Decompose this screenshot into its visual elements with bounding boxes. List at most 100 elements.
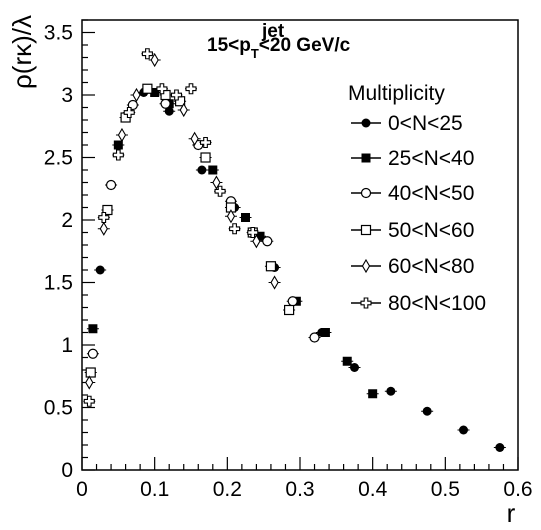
y-tick-label: 0.5: [44, 397, 73, 420]
data-point: [132, 87, 141, 103]
data-point: [252, 234, 261, 249]
data-point: [105, 179, 117, 191]
data-point: [87, 348, 99, 359]
legend-marker: [361, 153, 371, 163]
series-60-N-80: [83, 52, 281, 390]
data-point: [214, 185, 226, 197]
data-point: [199, 136, 212, 149]
x-tick-labels: 0 0.1 0.2 0.3 0.4 0.5 0.6: [76, 478, 532, 501]
legend-entry: 0<N<25: [351, 112, 463, 135]
data-point: [350, 363, 359, 372]
legend-label: 0<N<25: [388, 112, 463, 135]
data-point: [226, 209, 236, 224]
data-series: [83, 48, 506, 452]
data-point: [102, 204, 113, 216]
legend-marker: [360, 224, 372, 236]
legend-entry: 50<N<60: [351, 219, 474, 242]
data-point: [98, 211, 110, 224]
y-tick-label: 2.5: [44, 147, 73, 170]
data-point: [229, 223, 241, 235]
series-80-N-100: [83, 48, 259, 407]
data-point: [208, 165, 218, 175]
y-tick-label: 0: [61, 459, 73, 482]
data-point: [459, 425, 468, 435]
data-point: [241, 213, 250, 222]
data-point: [112, 149, 124, 161]
series-50-N-60: [84, 83, 296, 378]
y-tick-label: 2: [61, 209, 73, 232]
data-point: [284, 304, 295, 316]
legend: 0<N<25 25<N<40 40<N<50 50<N<60 60<N<80 80<N<1…: [351, 112, 486, 315]
data-point: [495, 443, 505, 452]
data-point: [197, 165, 207, 175]
title-suffix: <20 GeV/c: [259, 35, 351, 56]
data-point: [270, 275, 279, 290]
title-prefix: 15<p: [207, 35, 251, 56]
y-tick-labels: 0 0.5 1 1.5 2 2.5 3 3.5: [44, 22, 73, 483]
data-point: [150, 88, 160, 97]
legend-marker: [360, 187, 372, 199]
data-point: [368, 389, 378, 399]
data-point: [265, 261, 277, 272]
data-point: [99, 221, 108, 236]
legend-marker: [361, 258, 371, 274]
data-point: [85, 375, 94, 390]
x-tick-label: 0.2: [213, 478, 242, 501]
legend-label: 60<N<80: [388, 255, 474, 278]
data-point: [247, 226, 259, 239]
legend-entry: 60<N<80: [351, 255, 474, 278]
data-point: [160, 98, 171, 109]
data-point: [141, 48, 153, 60]
data-point: [342, 356, 352, 366]
legend-label: 50<N<60: [388, 219, 474, 242]
data-point: [123, 106, 135, 119]
data-point: [113, 140, 123, 150]
data-point: [95, 265, 105, 275]
data-point: [262, 236, 273, 247]
data-point: [190, 131, 199, 146]
x-tick-label: 0.1: [140, 478, 169, 501]
x-axis-title: r: [507, 498, 516, 528]
x-tick-label: 0.3: [285, 478, 314, 501]
data-point: [164, 106, 174, 116]
data-point: [212, 175, 221, 190]
x-tick-label: 0.6: [503, 478, 532, 501]
x-tick-label: 0.4: [358, 478, 388, 501]
data-point: [85, 367, 96, 378]
legend-label: 80<N<100: [388, 292, 486, 315]
title-superscript: jet: [261, 21, 285, 42]
y-axis-title: ρ(rκ)/λ: [7, 15, 37, 89]
y-tick-label: 1: [61, 334, 73, 357]
axis-ticks: [81, 19, 519, 471]
data-point: [287, 296, 298, 307]
data-point: [170, 89, 183, 101]
y-tick-label: 1.5: [44, 272, 73, 295]
y-tick-label: 3: [61, 84, 73, 107]
legend-entry: 40<N<50: [351, 182, 474, 205]
data-point: [179, 102, 188, 118]
y-tick-label: 3.5: [44, 22, 73, 45]
data-point: [83, 395, 95, 407]
legend-label: 25<N<40: [388, 147, 474, 170]
data-point: [150, 52, 159, 68]
x-tick-label: 0.5: [431, 478, 460, 501]
legend-label: 40<N<50: [388, 182, 474, 205]
series-25-N-40: [86, 88, 379, 399]
legend-entry: 25<N<40: [351, 147, 474, 170]
data-point: [156, 83, 168, 95]
svg-text:15<pT<20 GeV/c: 15<pT<20 GeV/c: [207, 35, 351, 61]
title-subscript: T: [251, 46, 259, 61]
data-point: [422, 406, 432, 416]
data-point: [185, 83, 197, 95]
x-tick-label: 0: [76, 478, 88, 501]
data-point: [255, 231, 265, 241]
data-point: [386, 386, 396, 396]
chart-title: 15<pT<20 GeV/c jet: [207, 21, 351, 61]
data-point: [88, 324, 98, 334]
data-point: [309, 332, 320, 343]
legend-entry: 80<N<100: [351, 292, 486, 315]
data-point: [200, 152, 211, 163]
legend-marker: [360, 297, 372, 309]
data-point: [117, 127, 127, 143]
